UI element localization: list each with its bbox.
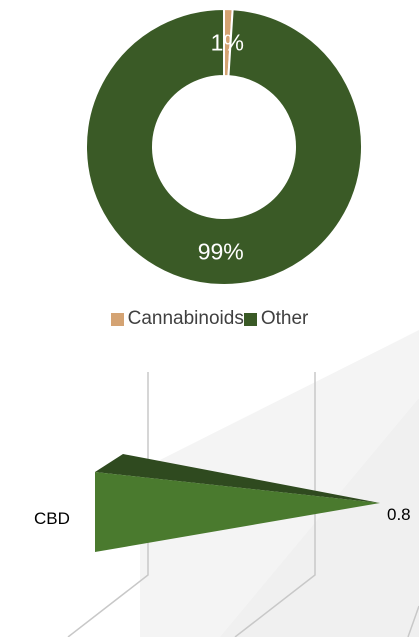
gridline-3 xyxy=(407,605,419,637)
donut-label-cannabinoids: 1% xyxy=(211,30,244,56)
cone-bar-cbd xyxy=(95,472,380,552)
donut-chart: 1% 99% xyxy=(85,7,363,286)
value-label-cbd: 0.8 xyxy=(387,505,411,524)
legend-label-cannabinoids: Cannabinoids xyxy=(127,308,244,329)
donut-slice-other xyxy=(85,7,363,286)
legend-swatch-other xyxy=(243,312,257,326)
chart-legend: Cannabinoids Other xyxy=(0,308,419,330)
cone-top-cbd xyxy=(95,454,380,503)
legend-swatch-cannabinoids xyxy=(110,312,124,326)
legend-item-cannabinoids: Cannabinoids xyxy=(110,308,244,330)
gridline-2 xyxy=(234,372,316,637)
category-label-cbd: CBD xyxy=(34,509,70,528)
donut-label-other: 99% xyxy=(198,238,244,264)
gridline-1 xyxy=(67,372,149,637)
legend-label-other: Other xyxy=(260,308,309,329)
legend-item-other: Other xyxy=(243,308,309,330)
